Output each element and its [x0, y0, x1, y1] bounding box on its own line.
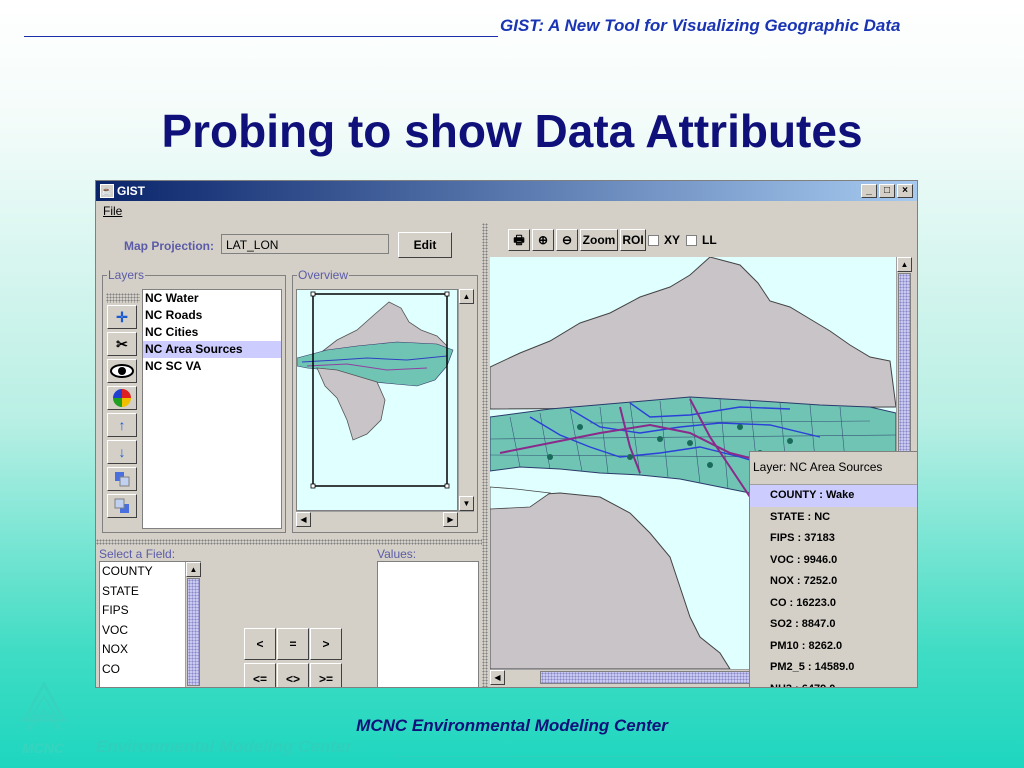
app-icon: ☕ — [100, 184, 114, 198]
eye-icon[interactable] — [107, 359, 137, 383]
window-title: GIST — [117, 184, 146, 198]
scroll-up-icon[interactable]: ▲ — [186, 562, 201, 577]
popup-row[interactable]: PM2_5 : 14589.0 — [770, 661, 855, 673]
ll-checkbox[interactable] — [686, 235, 697, 246]
color-wheel-icon[interactable] — [107, 386, 137, 410]
header-title: GIST: A New Tool for Visualizing Geograp… — [500, 16, 901, 35]
field-item[interactable]: VOC — [102, 622, 129, 637]
popup-row[interactable]: PM10 : 8262.0 — [770, 639, 843, 652]
horizontal-splitter[interactable] — [96, 539, 482, 545]
layer-item[interactable]: NC Cities — [145, 325, 199, 339]
layer-list[interactable]: NC Water NC Roads NC Cities NC Area Sour… — [142, 289, 282, 529]
layer-item[interactable]: NC SC VA — [145, 359, 202, 373]
layer-item-selected[interactable]: NC Area Sources — [143, 341, 281, 358]
greater-equal-button[interactable]: >= — [310, 663, 342, 687]
popup-row[interactable]: NH3 : 6479.0 — [750, 679, 917, 688]
zoom-button[interactable]: Zoom — [580, 229, 618, 251]
field-vscrollbar[interactable]: ▲ — [185, 562, 201, 687]
menubar: File — [96, 201, 917, 221]
logo-text: MCNC — [22, 740, 64, 756]
roi-button[interactable]: ROI — [620, 229, 646, 251]
map-toolbar: 🖶 ⊕ ⊖ Zoom ROI XY LL — [488, 229, 917, 253]
layer-item[interactable]: NC Water — [145, 291, 199, 305]
popup-row[interactable]: SO2 : 8847.0 — [770, 618, 836, 630]
attribute-popup: Layer: NC Area Sources COUNTY : Wake STA… — [749, 451, 917, 688]
minimize-button[interactable]: _ — [861, 184, 877, 198]
field-item[interactable]: FIPS — [102, 603, 129, 617]
scroll-down-icon[interactable]: ▼ — [459, 496, 474, 511]
field-list[interactable]: COUNTY STATE FIPS VOC NOX CO — [99, 561, 201, 687]
menu-file[interactable]: File — [103, 204, 123, 218]
popup-row[interactable]: STATE : NC — [770, 510, 831, 523]
xy-label: XY — [664, 233, 681, 247]
crosshair-icon[interactable]: ✛ — [107, 305, 137, 329]
popup-header: Layer: NC Area Sources — [750, 452, 917, 485]
select-field-label: Select a Field: — [99, 547, 176, 561]
values-label: Values: — [377, 547, 417, 561]
footer-subtitle: Environmental Modeling Center — [96, 737, 352, 756]
mcnc-logo — [22, 680, 67, 731]
layers-group-label: Layers — [107, 268, 146, 282]
scroll-thumb[interactable] — [187, 578, 200, 686]
popup-row[interactable]: FIPS : 37183 — [770, 532, 835, 544]
ll-label: LL — [702, 233, 717, 247]
scroll-right-icon[interactable]: ▶ — [443, 512, 458, 527]
overview-vscrollbar[interactable]: ▲ ▼ — [458, 289, 474, 511]
slide-title: Probing to show Data Attributes — [161, 105, 863, 157]
scissors-icon[interactable]: ✂ — [107, 332, 137, 356]
greater-than-button[interactable]: > — [310, 628, 342, 660]
popup-row[interactable]: CO : 16223.0 — [770, 596, 837, 609]
field-item[interactable]: STATE — [102, 583, 139, 598]
overview-group: Overview — [292, 268, 478, 533]
zoom-out-icon[interactable]: ⊖ — [556, 229, 578, 251]
scroll-up-icon[interactable]: ▲ — [459, 289, 474, 304]
scroll-thumb[interactable] — [898, 273, 911, 453]
layers-group: Layers — [102, 268, 286, 533]
gist-window: ☕ GIST _ □ × File Map Projection: LAT_LO… — [95, 180, 918, 688]
equals-button[interactable]: = — [277, 628, 309, 660]
arrow-down-icon[interactable]: ↓ — [107, 440, 137, 464]
scroll-thumb[interactable] — [540, 671, 760, 684]
projection-label: Map Projection: — [124, 239, 215, 253]
less-than-button[interactable]: < — [244, 628, 276, 660]
field-item[interactable]: CO — [102, 661, 120, 676]
left-panel: Map Projection: LAT_LON Edit Layers ✛ ✂ … — [96, 223, 482, 687]
layer-toolbar: ✛ ✂ ↑ ↓ — [106, 293, 140, 521]
footer-line — [395, 756, 945, 757]
overview-map[interactable] — [296, 289, 458, 511]
header-underline — [24, 36, 498, 37]
vertical-splitter[interactable] — [482, 223, 488, 687]
print-icon[interactable]: 🖶 — [508, 229, 530, 251]
maximize-button[interactable]: □ — [879, 184, 895, 198]
xy-checkbox[interactable] — [648, 235, 659, 246]
toolbar-grip[interactable] — [106, 293, 140, 303]
field-item[interactable]: NOX — [102, 642, 129, 656]
layer-back-icon[interactable] — [107, 494, 137, 518]
scroll-left-icon[interactable]: ◀ — [296, 512, 311, 527]
overview-map-graphic — [297, 291, 454, 489]
overview-hscrollbar[interactable]: ◀ ▶ — [296, 511, 474, 527]
values-list[interactable] — [377, 561, 479, 687]
scroll-up-icon[interactable]: ▲ — [897, 257, 912, 272]
layer-item[interactable]: NC Roads — [145, 308, 203, 322]
footer-title: MCNC Environmental Modeling Center — [356, 716, 668, 735]
popup-row[interactable]: VOC : 9946.0 — [770, 553, 838, 566]
overview-group-label: Overview — [297, 268, 350, 282]
field-item[interactable]: COUNTY — [102, 564, 153, 578]
less-equal-button[interactable]: <= — [244, 663, 276, 687]
projection-field[interactable]: LAT_LON — [221, 234, 389, 254]
layer-front-icon[interactable] — [107, 467, 137, 491]
popup-row[interactable]: NOX : 7252.0 — [770, 575, 838, 587]
window-titlebar[interactable]: ☕ GIST _ □ × — [96, 181, 917, 201]
popup-row-selected[interactable]: COUNTY : Wake — [750, 485, 917, 507]
scroll-left-icon[interactable]: ◀ — [490, 670, 505, 685]
close-button[interactable]: × — [897, 184, 913, 198]
not-equal-button[interactable]: <> — [277, 663, 309, 687]
edit-button[interactable]: Edit — [398, 232, 452, 258]
arrow-up-icon[interactable]: ↑ — [107, 413, 137, 437]
zoom-in-icon[interactable]: ⊕ — [532, 229, 554, 251]
